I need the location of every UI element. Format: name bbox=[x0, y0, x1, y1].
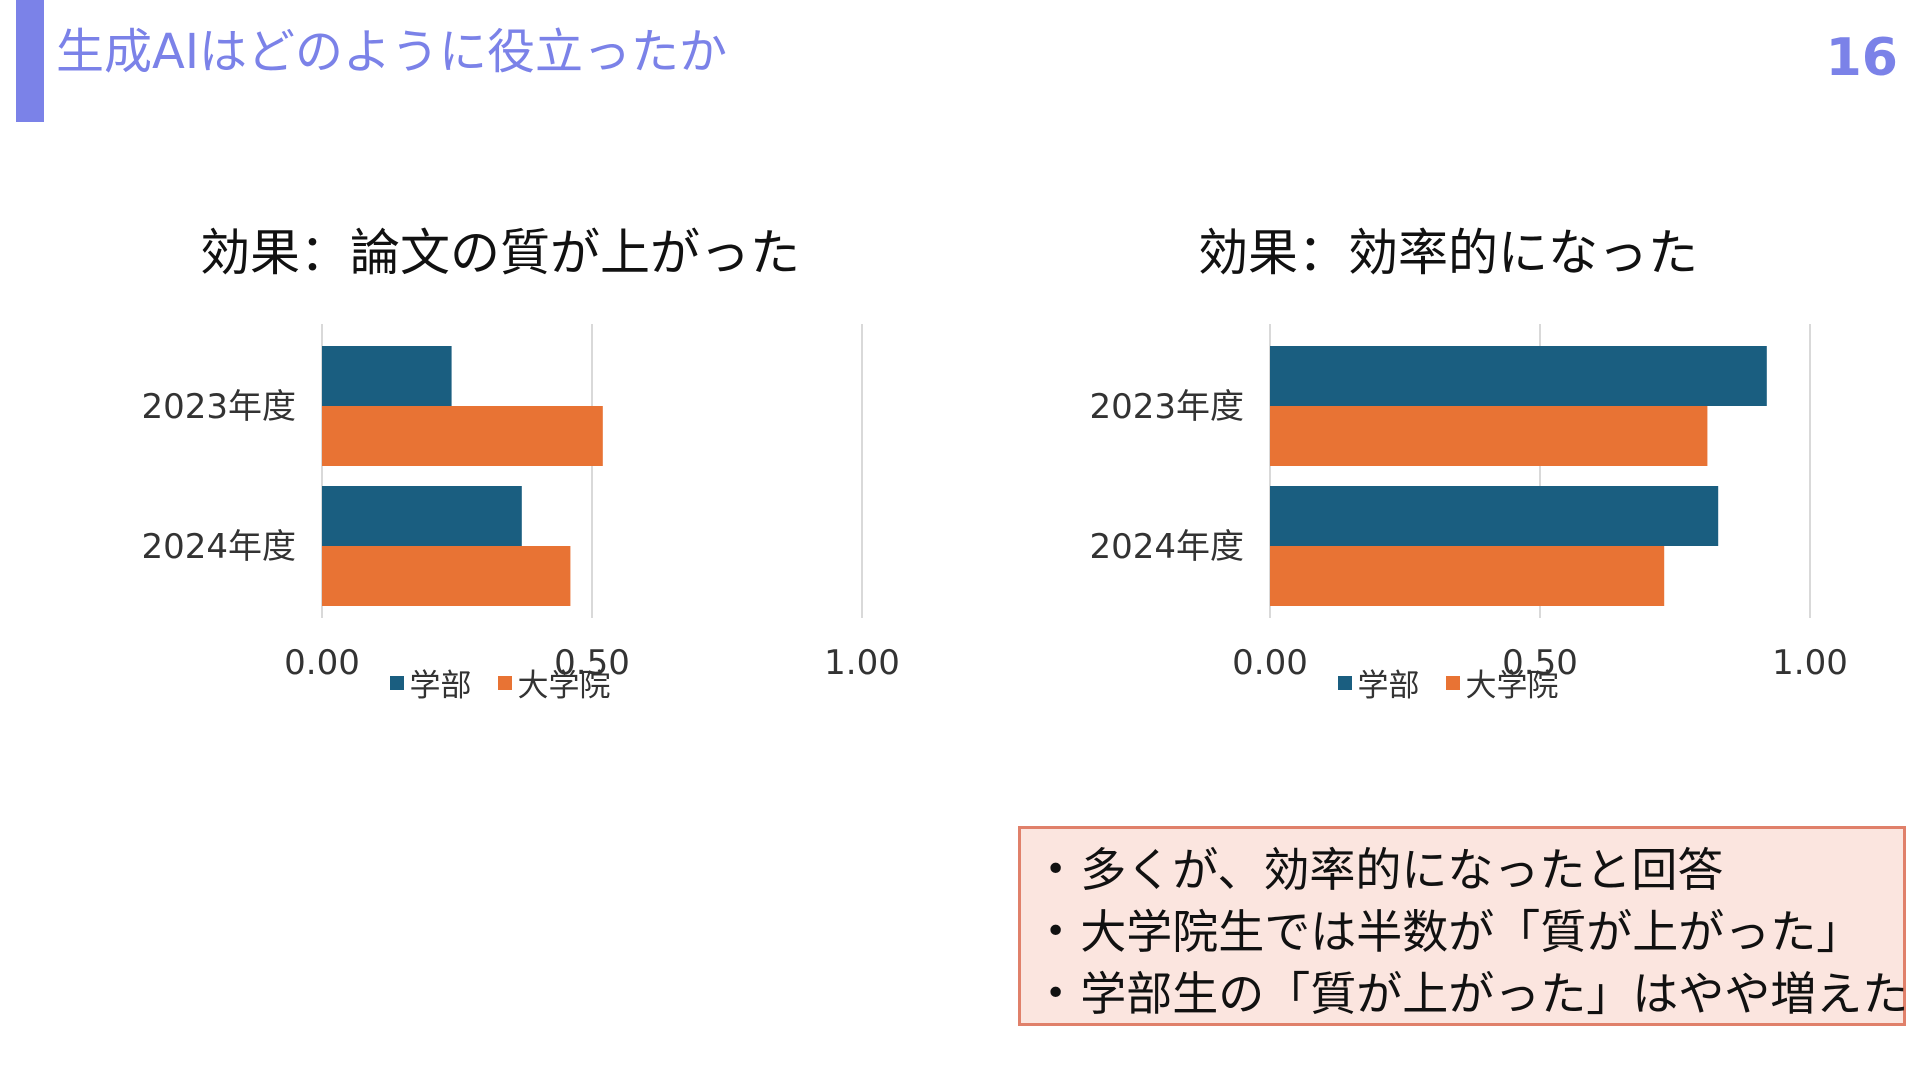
legend-item-grad: 大学院 bbox=[1445, 660, 1559, 705]
legend-label: 大学院 bbox=[517, 668, 611, 704]
summary-item: • 多くが、効率的になったと回答 bbox=[1045, 839, 1903, 901]
legend-swatch-undergrad bbox=[389, 675, 404, 690]
bar-2023年度-学部 bbox=[322, 346, 452, 406]
summary-callout-box: • 多くが、効率的になったと回答 • 大学院生では半数が「質が上がった」 • 学部生の… bbox=[1018, 826, 1908, 1026]
bar-2023年度-学部 bbox=[1270, 346, 1767, 406]
legend-swatch-grad bbox=[1445, 675, 1460, 690]
chart-efficiency: 効果：効率的になった 0.00 0.50 1.00 2023年度 2024年度 学部 大… bbox=[1018, 218, 1878, 758]
legend-item-undergrad: 学部 bbox=[389, 660, 472, 705]
chart-title: 効果：論文の質が上がった bbox=[200, 224, 800, 282]
bullet-icon: • bbox=[1045, 849, 1067, 890]
bullet-icon: • bbox=[1045, 911, 1067, 952]
x-tick-label: 0.50 bbox=[1502, 643, 1578, 683]
summary-text: 多くが、効率的になったと回答 bbox=[1080, 843, 1724, 897]
legend-swatch-grad bbox=[497, 675, 512, 690]
bar-2023年度-大学院 bbox=[322, 406, 603, 466]
title-accent-bar bbox=[16, 0, 44, 122]
legend-item-undergrad: 学部 bbox=[1337, 660, 1420, 705]
y-category-label: 2023年度 bbox=[1089, 387, 1244, 427]
chart-plot-area: 0.00 0.50 1.00 2023年度 2024年度 bbox=[141, 324, 900, 683]
summary-list: • 多くが、効率的になったと回答 • 大学院生では半数が「質が上がった」 • 学部生の… bbox=[1045, 839, 1908, 1025]
y-category-label: 2024年度 bbox=[141, 527, 296, 567]
y-category-label: 2023年度 bbox=[141, 387, 296, 427]
page-number: 16 bbox=[1825, 28, 1898, 88]
y-category-label: 2024年度 bbox=[1089, 527, 1244, 567]
summary-text: 大学院生では半数が「質が上がった」 bbox=[1080, 905, 1863, 959]
chart-title: 効果：効率的になった bbox=[1198, 224, 1698, 282]
x-tick-label: 0.00 bbox=[1232, 643, 1308, 683]
x-tick-label: 0.50 bbox=[554, 643, 630, 683]
legend-swatch-undergrad bbox=[1337, 675, 1352, 690]
chart-plot-area: 0.00 0.50 1.00 2023年度 2024年度 bbox=[1089, 324, 1848, 683]
summary-item: • 学部生の「質が上がった」はやや増えた bbox=[1045, 963, 1908, 1025]
chart-legend: 学部 大学院 bbox=[70, 660, 930, 705]
legend-label: 学部 bbox=[409, 668, 472, 704]
legend-label: 大学院 bbox=[1465, 668, 1559, 704]
summary-text: 学部生の「質が上がった」はやや増えた bbox=[1080, 967, 1909, 1021]
slide-title: 生成AIはどのように役立ったか bbox=[56, 24, 727, 80]
bar-2024年度-大学院 bbox=[322, 546, 571, 606]
legend-item-grad: 大学院 bbox=[497, 660, 611, 705]
bar-2024年度-学部 bbox=[322, 486, 522, 546]
x-tick-label: 0.00 bbox=[284, 643, 360, 683]
chart-paper-quality: 効果：論文の質が上がった 0.00 0.50 1.00 2023年度 2024年度 学部… bbox=[70, 218, 930, 758]
bullet-icon: • bbox=[1045, 973, 1067, 1014]
chart-legend: 学部 大学院 bbox=[1018, 660, 1878, 705]
bar-2024年度-大学院 bbox=[1270, 546, 1665, 606]
bar-2024年度-学部 bbox=[1270, 486, 1719, 546]
summary-item: • 大学院生では半数が「質が上がった」 bbox=[1045, 901, 1903, 963]
x-tick-label: 1.00 bbox=[824, 643, 900, 683]
legend-label: 学部 bbox=[1357, 668, 1420, 704]
bar-2023年度-大学院 bbox=[1270, 406, 1708, 466]
x-tick-label: 1.00 bbox=[1772, 643, 1848, 683]
